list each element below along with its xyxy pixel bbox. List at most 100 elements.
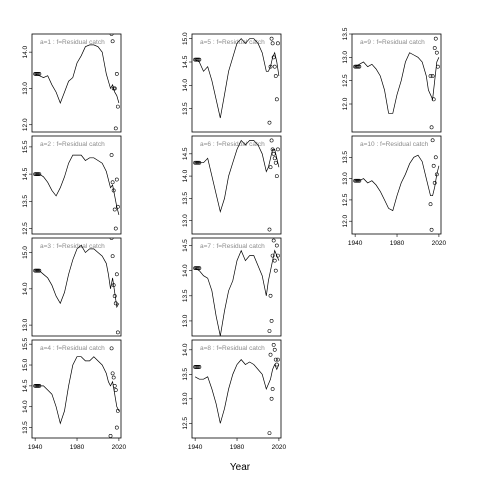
y-tick-label: 14.0	[22, 45, 29, 58]
marker-point	[197, 57, 202, 62]
panel-title: a=8 : f=Residual catch	[200, 345, 265, 352]
y-tick-label: 13.5	[182, 368, 189, 381]
observation-point	[429, 125, 434, 130]
y-tick-label: 12.5	[342, 74, 349, 87]
y-tick-label: 12.5	[182, 417, 189, 430]
y-tick-label: 14.0	[182, 79, 189, 92]
panel-title: a=3 : f=Residual catch	[40, 243, 105, 250]
y-tick-label: 15.0	[182, 32, 189, 45]
y-tick-label: 12.0	[342, 97, 349, 110]
panel-6: a=6 : f=Residual catch 13.0 13.5 14.0 14.5	[182, 135, 282, 235]
marker-point	[196, 57, 201, 62]
panel-title: a=5 : f=Residual catch	[200, 39, 265, 46]
observation-point	[109, 346, 114, 351]
observation-point	[274, 362, 279, 367]
panel-4: a=4 : f=Residual catch 13.5 14.0 14.5 15.0 15…	[22, 337, 127, 451]
observation-point	[274, 97, 279, 102]
observation-point	[273, 74, 278, 78]
panel-9: a=9 : f=Residual catch 12.0 12.5 13.0 13.5	[342, 27, 442, 133]
panel-title: a=1 : f=Residual catch	[40, 39, 105, 46]
observation-point	[113, 388, 118, 392]
observation-point	[271, 151, 276, 156]
panel-1: a=1 : f=Residual catch 12.0 13.0 14.0	[22, 33, 122, 133]
y-tick-label: 13.5	[22, 195, 29, 208]
panel-frame	[31, 237, 122, 337]
x-tick-label: 2020	[272, 444, 287, 451]
marker-point	[35, 383, 40, 388]
observation-point	[434, 50, 439, 55]
x-tick-label: 1940	[348, 240, 363, 247]
observation-point	[268, 352, 273, 357]
observation-point	[110, 39, 115, 44]
x-axis-title: Year	[230, 462, 251, 473]
observation-point	[110, 180, 115, 185]
observation-point	[270, 253, 275, 258]
observation-point	[111, 375, 116, 380]
y-tick-label: 13.0	[182, 214, 189, 227]
observation-point	[112, 86, 117, 91]
series-line	[35, 244, 120, 309]
y-tick-label: 15.0	[22, 358, 29, 371]
marker-point	[195, 266, 200, 271]
observation-point	[272, 258, 277, 263]
observation-point	[273, 268, 278, 273]
y-tick-label: 14.0	[182, 169, 189, 182]
observation-point	[430, 138, 435, 143]
y-tick-label: 14.5	[182, 147, 189, 160]
observation-point	[272, 347, 277, 352]
panel-title: a=6 : f=Residual catch	[200, 141, 265, 148]
observation-point	[109, 238, 114, 240]
plot-area	[33, 346, 120, 438]
observation-point	[269, 319, 274, 323]
y-tick-label: 13.5	[22, 421, 29, 434]
observation-point	[431, 163, 436, 168]
panel-frame	[351, 135, 442, 235]
observation-point	[270, 387, 275, 391]
observation-point	[430, 74, 435, 78]
y-tick-label: 15.0	[22, 246, 29, 259]
observation-point	[268, 165, 273, 170]
marker-point	[195, 160, 200, 165]
marker-point	[355, 178, 360, 183]
observation-point	[111, 188, 116, 193]
panel-3: a=3 : f=Residual catch 13.0 14.0 15.0	[22, 237, 122, 337]
x-tick-label: 1980	[390, 240, 405, 247]
y-tick-label: 12.0	[22, 118, 29, 131]
y-tick-label: 13.5	[342, 27, 349, 40]
observation-point	[271, 238, 276, 243]
observation-point	[112, 294, 117, 298]
marker-point	[197, 365, 202, 369]
observation-point	[432, 180, 437, 185]
observation-point	[275, 41, 280, 46]
y-tick-label: 14.0	[182, 264, 189, 277]
observation-point	[428, 202, 433, 207]
panel-frame	[31, 33, 122, 133]
y-tick-label: 15.5	[22, 140, 29, 153]
plot-area	[193, 138, 280, 232]
panel-frame	[351, 33, 442, 133]
panel-title: a=2 : f=Residual catch	[40, 141, 105, 148]
observation-point	[111, 86, 116, 91]
observation-point	[271, 55, 276, 60]
y-tick-label: 13.5	[342, 151, 349, 164]
observation-point	[272, 156, 277, 161]
observation-point	[115, 204, 120, 209]
y-tick-label: 15.5	[22, 337, 29, 350]
y-tick-label: 12.5	[22, 222, 29, 235]
observation-point	[111, 283, 116, 288]
series-line	[35, 154, 120, 215]
observation-point	[275, 253, 280, 258]
panel-5: a=5 : f=Residual catch 13.5 14.0 14.5 15.0	[182, 32, 282, 133]
observation-point	[275, 357, 280, 362]
observation-point	[273, 160, 278, 165]
marker-point	[35, 172, 40, 177]
panel-frame	[191, 33, 282, 133]
observation-point	[431, 97, 436, 102]
marker-point	[195, 365, 200, 369]
observation-point	[268, 293, 273, 298]
observation-point	[114, 177, 119, 182]
observation-point	[109, 153, 114, 157]
x-tick-label: 1980	[70, 444, 85, 451]
observation-point	[433, 155, 438, 160]
observation-point	[114, 425, 119, 430]
